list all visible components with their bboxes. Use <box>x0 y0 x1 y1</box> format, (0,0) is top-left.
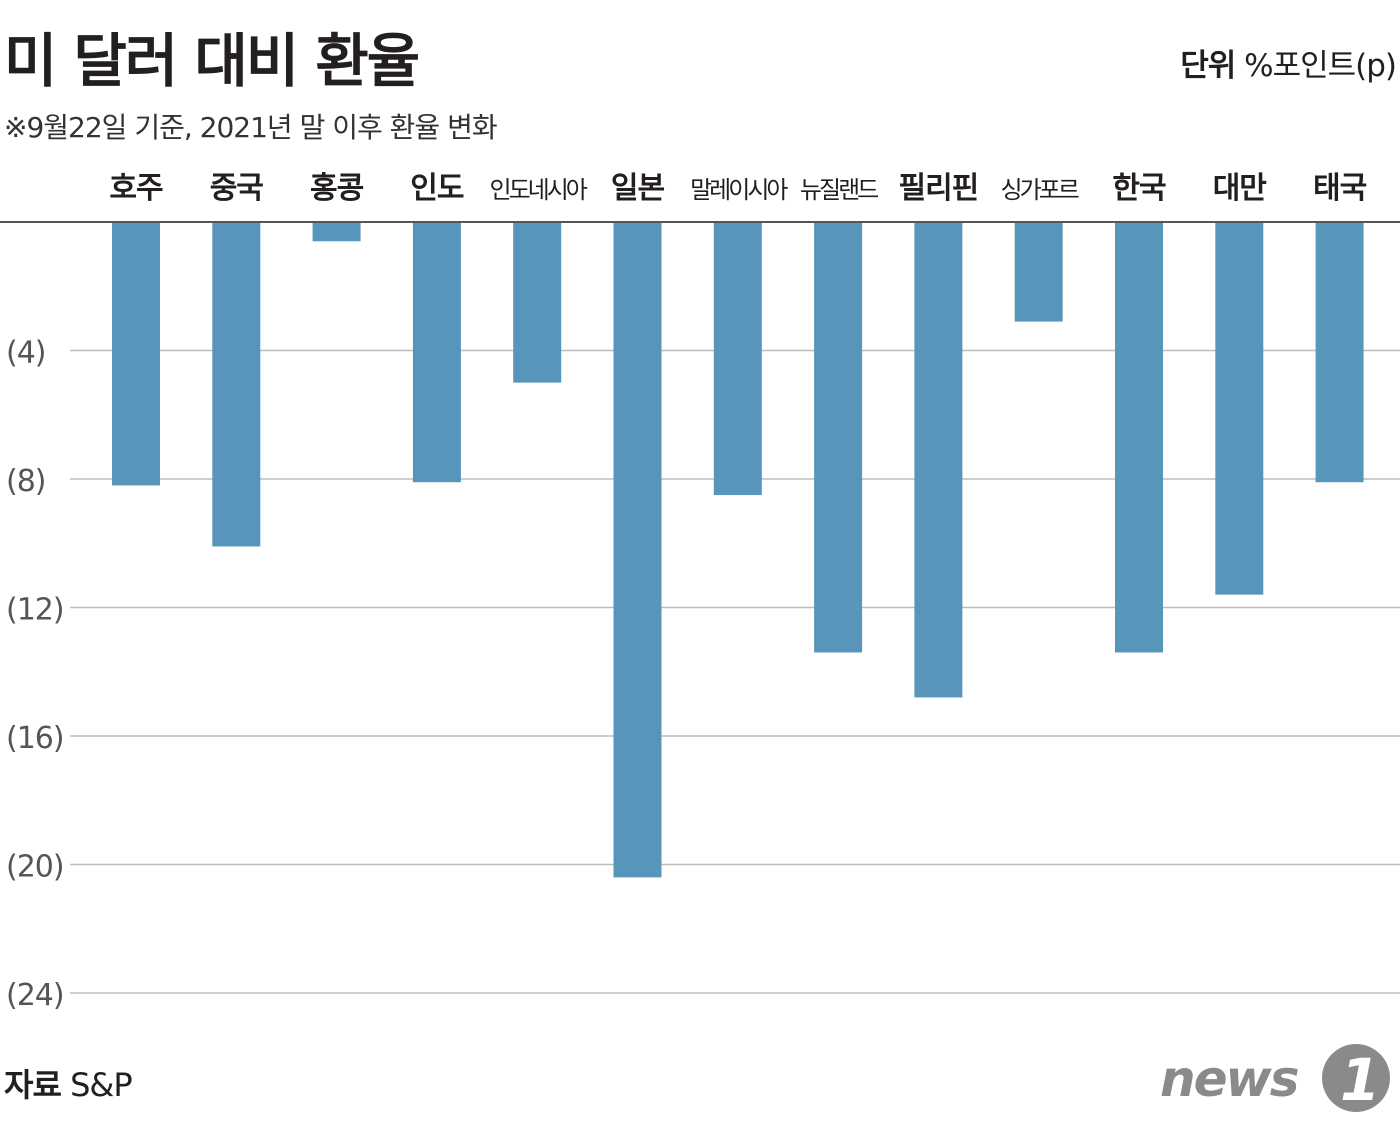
y-tick-label: (24) <box>6 978 64 1013</box>
source-key: 자료 <box>4 1066 62 1104</box>
category-label: 호주 <box>109 171 163 206</box>
category-label: 대만 <box>1213 171 1268 206</box>
svg-text:1: 1 <box>1340 1046 1380 1114</box>
y-tick-label: (4) <box>6 336 46 371</box>
bar-태국 <box>1315 222 1364 483</box>
category-label: 뉴질랜드 <box>800 176 878 204</box>
category-label: 인도 <box>410 171 464 206</box>
unit-value: %포인트(p) <box>1244 48 1397 84</box>
y-tick-label: (12) <box>6 593 64 628</box>
svg-text:news: news <box>1160 1050 1298 1108</box>
unit-key: 단위 <box>1180 48 1236 84</box>
bar-말레이시아 <box>713 222 762 496</box>
bar-호주 <box>112 222 160 486</box>
bar-싱가포르 <box>1014 222 1063 322</box>
bar-일본 <box>613 222 662 878</box>
bar-인도네시아 <box>513 222 562 383</box>
bar-뉴질랜드 <box>814 222 863 653</box>
source-label: 자료 S&P <box>4 1060 133 1106</box>
category-label: 중국 <box>210 171 264 206</box>
category-label: 싱가포르 <box>1001 176 1079 204</box>
category-label: 말레이시아 <box>690 176 788 204</box>
y-tick-label: (8) <box>6 464 46 499</box>
category-label: 인도네시아 <box>489 176 587 204</box>
category-label: 필리핀 <box>898 171 978 206</box>
bar-홍콩 <box>312 222 361 242</box>
category-label: 홍콩 <box>310 171 364 206</box>
y-tick-label: (20) <box>6 850 64 885</box>
chart-subtitle: ※9월22일 기준, 2021년 말 이후 환율 변화 <box>4 111 498 144</box>
bar-대만 <box>1215 222 1264 595</box>
bar-중국 <box>212 222 261 547</box>
chart-title: 미 달러 대비 환율 <box>4 27 420 95</box>
source-value: S&P <box>70 1066 133 1104</box>
unit-label: 단위 %포인트(p) <box>1180 40 1397 85</box>
bar-인도 <box>412 222 461 483</box>
news1-logo: news 1 <box>1156 1040 1396 1118</box>
bar-필리핀 <box>914 222 963 698</box>
y-tick-label: (16) <box>6 721 64 756</box>
category-label: 태국 <box>1313 171 1367 206</box>
category-label: 일본 <box>611 171 665 206</box>
category-label: 한국 <box>1112 171 1166 206</box>
bar-한국 <box>1115 222 1163 653</box>
